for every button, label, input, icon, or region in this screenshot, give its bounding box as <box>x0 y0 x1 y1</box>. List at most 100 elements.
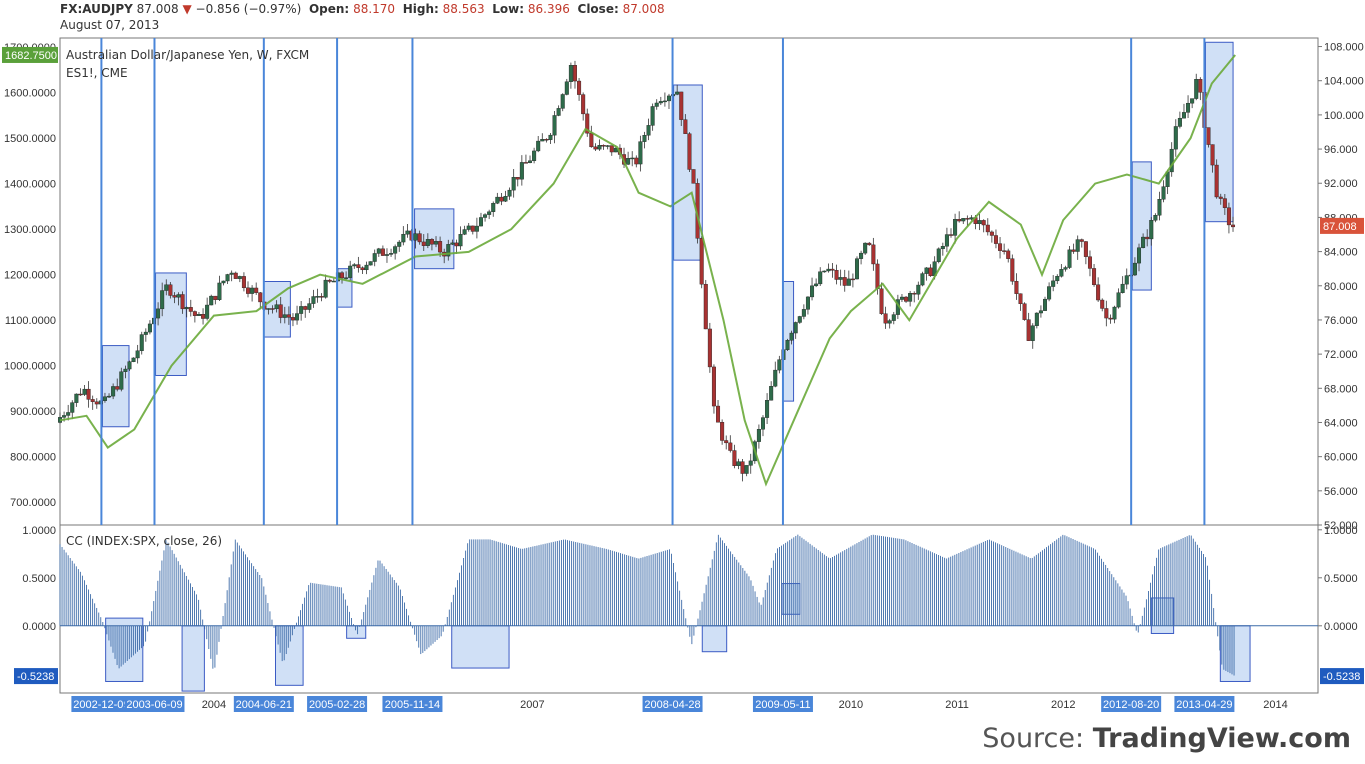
candle-body <box>740 461 745 474</box>
right-axis-tick: 68.000 <box>1324 383 1358 395</box>
candle-body <box>160 290 165 310</box>
candle-body <box>572 65 577 82</box>
candle-body <box>544 139 549 141</box>
source-prefix: Source: <box>982 723 1085 754</box>
candle-body <box>1075 239 1080 252</box>
candle-body <box>1198 79 1203 93</box>
candle-body <box>331 280 336 283</box>
candle-body <box>585 113 590 134</box>
date-tag-text: 2013-04-29 <box>1176 699 1232 711</box>
indicator-left-tick: 1.0000 <box>22 525 56 537</box>
candle-body <box>278 304 283 318</box>
source-brand: TradingView.com <box>1092 723 1351 754</box>
left-axis-tick: 800.0000 <box>10 452 56 464</box>
last-price: 87.008 <box>136 2 179 16</box>
candle-body <box>1169 148 1174 173</box>
candle-body <box>119 371 124 390</box>
down-arrow-icon: ▼ <box>182 2 192 16</box>
candle-body <box>998 243 1003 251</box>
candle-body <box>1034 312 1039 326</box>
candle-body <box>474 225 479 232</box>
right-axis-tick: 100.000 <box>1324 110 1364 122</box>
candle-body <box>568 65 573 82</box>
date-tag <box>124 696 185 712</box>
candle-body <box>1153 215 1158 221</box>
candle-body <box>70 402 75 413</box>
candle-body <box>1161 186 1166 200</box>
candle-body <box>863 242 868 254</box>
candle-body <box>221 280 226 284</box>
indicator-highlight-box <box>1219 625 1251 682</box>
candle-body <box>1067 249 1072 268</box>
candle-body <box>875 263 880 290</box>
main-series-legend[interactable]: Australian Dollar/Japanese Yen, W, FXCM <box>66 48 310 62</box>
candle-body <box>944 234 949 247</box>
candle-body <box>732 450 737 466</box>
indicator-legend[interactable]: CC (INDEX:SPX, close, 26) <box>66 534 223 548</box>
candle-body <box>899 296 904 300</box>
overlay-series-legend[interactable]: ES1!, CME <box>66 66 128 80</box>
candle-body <box>744 465 749 474</box>
es-overlay-line <box>59 54 1236 487</box>
candle-body <box>1231 224 1236 228</box>
candle-body <box>716 405 721 423</box>
candle-body <box>515 177 520 180</box>
date-tag-text: 2005-11-14 <box>385 699 440 711</box>
candle-body <box>679 91 684 120</box>
candle-body <box>936 248 941 262</box>
candle-body <box>499 196 504 202</box>
candle-body <box>634 157 639 165</box>
candle-body <box>969 217 974 220</box>
date-tag-text: 2005-02-28 <box>309 699 365 711</box>
candle-body <box>1173 126 1178 150</box>
indicator-right-tick: 0.0000 <box>1324 621 1358 633</box>
candle-body <box>801 309 806 317</box>
candle-body <box>348 265 353 278</box>
candle-body <box>814 283 819 287</box>
candle-body <box>1059 269 1064 277</box>
candle-body <box>965 218 970 220</box>
candle-body <box>805 296 810 310</box>
indicator-last-tag <box>1320 668 1364 685</box>
close-label: Close: <box>577 2 619 16</box>
candle-body <box>666 95 671 102</box>
candle-body <box>405 230 410 235</box>
candle-body <box>172 295 177 298</box>
candle-body <box>519 162 524 180</box>
candle-body <box>184 307 189 310</box>
candle-body <box>286 314 291 318</box>
candle-body <box>246 287 251 294</box>
candle-body <box>168 284 173 296</box>
symbol-label[interactable]: FX:AUDJPY <box>60 2 133 16</box>
candle-body <box>912 293 917 295</box>
candle-body <box>389 253 394 255</box>
source-credit: Source: TradingView.com <box>982 723 1351 754</box>
candle-body <box>1149 220 1154 240</box>
x-axis-tick: 2010 <box>839 699 863 711</box>
candle-body <box>225 274 230 282</box>
right-axis-tick: 56.000 <box>1324 486 1358 498</box>
candle-body <box>131 357 136 362</box>
candle-body <box>421 241 426 246</box>
x-axis-tick: 2011 <box>945 699 969 711</box>
candle-body <box>993 235 998 244</box>
date-tag-text: 2002-12-09 <box>73 699 129 711</box>
indicator-highlight-box <box>346 625 367 639</box>
candle-body <box>1186 102 1191 113</box>
candle-body <box>266 308 271 310</box>
candle-body <box>115 386 120 390</box>
candle-body <box>601 145 606 147</box>
x-axis-tick: 2007 <box>520 699 544 711</box>
candle-body <box>765 400 770 418</box>
candle-body <box>720 422 725 441</box>
candle-body <box>217 282 222 300</box>
indicator-highlight-box <box>275 625 304 686</box>
candle-body <box>871 244 876 265</box>
candle-body <box>1120 283 1125 293</box>
candle-body <box>340 272 345 279</box>
candle-body <box>368 261 373 266</box>
candle-body <box>940 246 945 250</box>
date-tag <box>71 696 132 712</box>
candle-body <box>756 429 761 442</box>
